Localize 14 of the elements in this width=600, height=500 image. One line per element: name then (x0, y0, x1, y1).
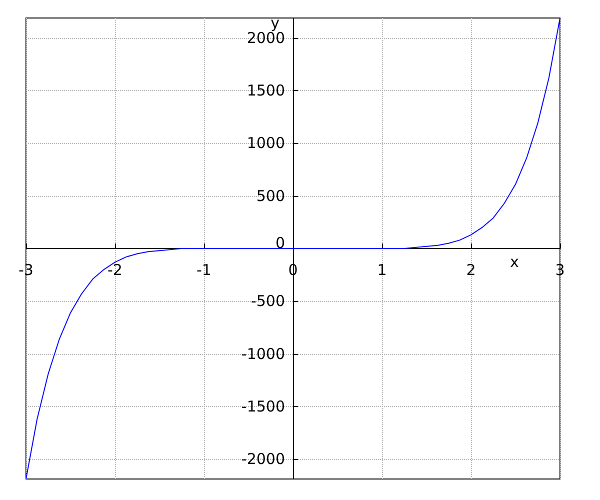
y-tick-label: 500 (256, 186, 285, 205)
x-axis-title: x (510, 253, 519, 271)
x-tick-label: 1 (377, 261, 387, 279)
x-tick-label: -2 (108, 261, 122, 279)
y-tick-label: -2000 (241, 450, 285, 468)
y-tick-label: -1500 (241, 397, 285, 416)
y-tick-label: -500 (250, 292, 285, 310)
y-tick-label: 1500 (246, 82, 285, 100)
y-tick-label: 1000 (246, 134, 285, 152)
x-tick-label: -1 (196, 261, 212, 279)
y-axis-title: y (270, 14, 280, 32)
y-tick-label: -1000 (241, 344, 285, 363)
x-tick-label: 2 (466, 261, 476, 279)
y-tick-label: 0 (275, 234, 285, 252)
